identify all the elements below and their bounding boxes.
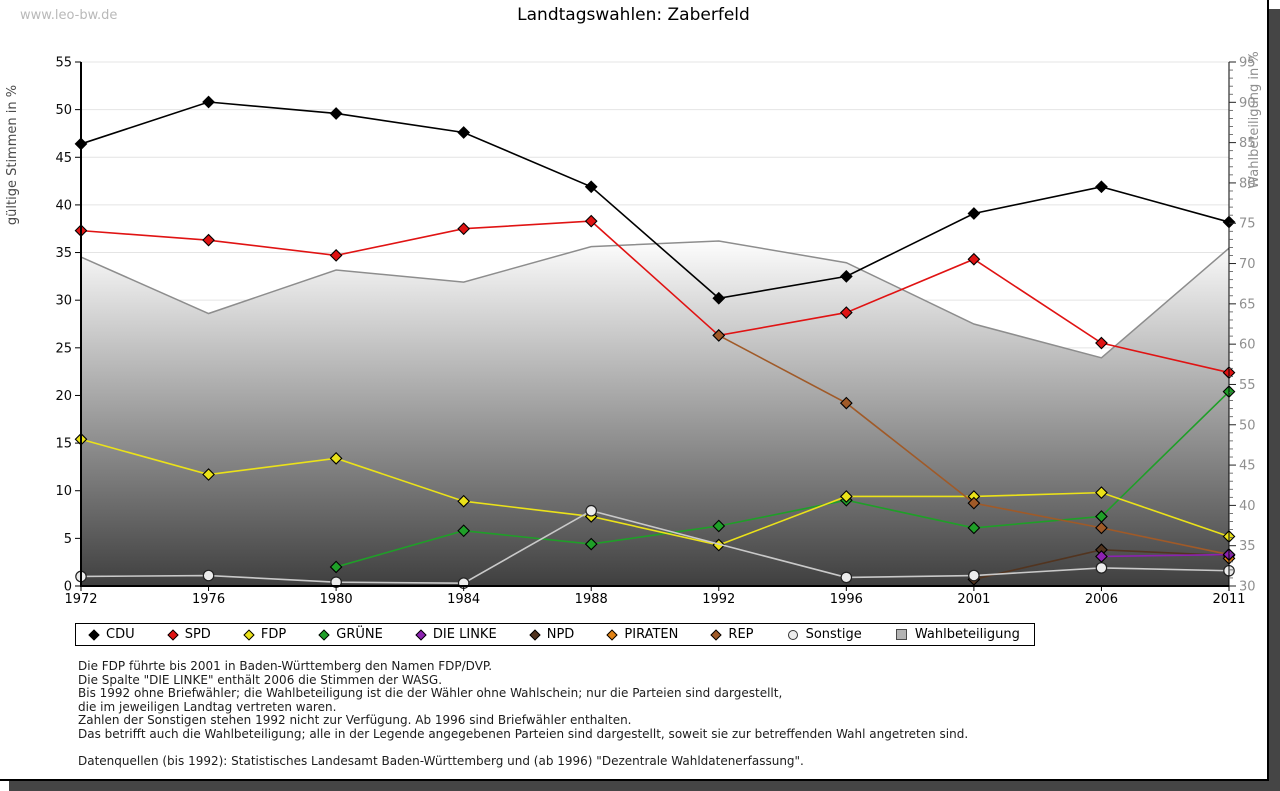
svg-text:90: 90 (1239, 96, 1256, 111)
drop-shadow-bottom (9, 781, 1280, 791)
svg-text:0: 0 (64, 580, 72, 595)
legend-item-sonstige[interactable]: Sonstige (787, 627, 862, 642)
legend-label: NPD (546, 627, 575, 642)
legend-label: REP (728, 627, 754, 642)
legend-label: FDP (260, 627, 287, 642)
legend-diamond-icon (243, 628, 255, 641)
svg-text:40: 40 (55, 198, 72, 213)
left-axis-title: gültige Stimmen in % (5, 85, 20, 225)
legend-diamond-icon (88, 628, 100, 641)
legend-label: CDU (106, 627, 135, 642)
svg-text:20: 20 (55, 389, 72, 404)
legend-diamond-icon (606, 628, 619, 641)
svg-text:30: 30 (1239, 580, 1256, 595)
svg-text:45: 45 (1239, 459, 1256, 474)
svg-text:1976: 1976 (192, 592, 225, 607)
svg-text:85: 85 (1239, 136, 1256, 151)
legend-diamond-icon (415, 628, 427, 641)
svg-text:1988: 1988 (575, 592, 608, 607)
chart-area: 0 5 10 15 20 25 30 35 40 45 50 55 30 35 40 45 50 55 60 65 70… (5, 51, 1262, 608)
legend-item-wahlbeteiligung[interactable]: Wahlbeteiligung (895, 627, 1020, 642)
legend-label: Sonstige (805, 627, 862, 642)
legend-item-fdp[interactable]: FDP (243, 627, 287, 642)
legend-label: Wahlbeteiligung (914, 627, 1020, 642)
legend: CDU SPD FDP GRÜNE DIE LINKE NPD PIRATEN REP Sons… (75, 623, 1035, 646)
svg-text:1984: 1984 (447, 592, 480, 607)
footnote-line: die im jeweiligen Landtag vertreten ware… (78, 699, 337, 714)
legend-item-spd[interactable]: SPD (167, 627, 211, 642)
footnote-line (78, 741, 968, 755)
svg-text:65: 65 (1239, 297, 1256, 312)
svg-text:50: 50 (1239, 418, 1256, 433)
footnote-line: Datenquellen (bis 1992): Statistisches L… (78, 753, 804, 768)
chart-svg: 0 5 10 15 20 25 30 35 40 45 50 55 30 35 40 45 50 55 60 65 70… (5, 51, 1262, 608)
svg-text:10: 10 (55, 484, 72, 499)
footnote-line: Die FDP führte bis 2001 in Baden-Württem… (78, 659, 493, 673)
legend-label: PIRATEN (624, 627, 679, 642)
svg-text:1992: 1992 (702, 592, 735, 607)
legend-diamond-icon (318, 628, 330, 641)
svg-text:2006: 2006 (1085, 592, 1118, 607)
legend-item-npd[interactable]: NPD (529, 627, 575, 642)
legend-circle-icon (787, 629, 798, 640)
footnote-line: Bis 1992 ohne Briefwähler; die Wahlbetei… (78, 686, 783, 700)
svg-text:80: 80 (1239, 176, 1256, 191)
svg-text:1980: 1980 (320, 592, 353, 607)
svg-text:50: 50 (55, 103, 72, 118)
legend-item-cdu[interactable]: CDU (88, 627, 135, 642)
svg-text:1972: 1972 (64, 592, 97, 607)
legend-item-rep[interactable]: REP (710, 627, 754, 642)
page-title: Landtagswahlen: Zaberfeld (517, 5, 750, 25)
footnote-line: Zahlen der Sonstigen stehen 1992 nicht z… (78, 713, 632, 727)
svg-text:45: 45 (55, 151, 72, 166)
legend-item-die-linke[interactable]: DIE LINKE (415, 627, 497, 642)
legend-square-icon (895, 629, 907, 640)
legend-label: GRÜNE (336, 627, 383, 642)
svg-text:95: 95 (1239, 56, 1256, 71)
right-axis-title: Wahlbeteiligung in % (1247, 51, 1262, 188)
chart-card: www.leo-bw.de Landtagswahlen: Zaberfeld … (0, 0, 1269, 781)
svg-text:15: 15 (55, 437, 72, 452)
legend-item-grüne[interactable]: GRÜNE (318, 627, 383, 642)
svg-text:35: 35 (1239, 539, 1256, 554)
svg-text:5: 5 (64, 532, 72, 547)
svg-text:40: 40 (1239, 499, 1256, 514)
plot-layer: 0 5 10 15 20 25 30 35 40 45 50 55 30 35 40 45 50 55 60 65 70… (55, 56, 1255, 608)
legend-item-piraten[interactable]: PIRATEN (606, 627, 679, 642)
svg-text:75: 75 (1239, 217, 1256, 232)
legend-diamond-icon (529, 628, 541, 641)
site-watermark: www.leo-bw.de (20, 8, 118, 23)
legend-diamond-icon (710, 628, 723, 641)
legend-label: SPD (184, 627, 211, 642)
legend-diamond-icon (167, 628, 179, 641)
footnote-line: Das betrifft auch die Wahlbeteiligung; a… (78, 726, 969, 741)
svg-text:35: 35 (55, 246, 72, 261)
svg-text:55: 55 (55, 56, 72, 71)
footnote-line: Die Spalte "DIE LINKE" enthält 2006 die … (78, 672, 443, 687)
svg-text:25: 25 (55, 341, 72, 356)
footnotes: Die FDP führte bis 2001 in Baden-Württem… (78, 659, 969, 768)
drop-shadow-right (1269, 9, 1280, 791)
svg-text:70: 70 (1239, 257, 1256, 272)
svg-text:30: 30 (55, 294, 72, 309)
svg-text:1996: 1996 (830, 592, 863, 607)
legend-label: DIE LINKE (432, 627, 497, 642)
svg-text:55: 55 (1239, 378, 1256, 393)
svg-text:2011: 2011 (1212, 592, 1245, 607)
svg-text:60: 60 (1239, 338, 1256, 353)
svg-text:2001: 2001 (957, 592, 990, 607)
